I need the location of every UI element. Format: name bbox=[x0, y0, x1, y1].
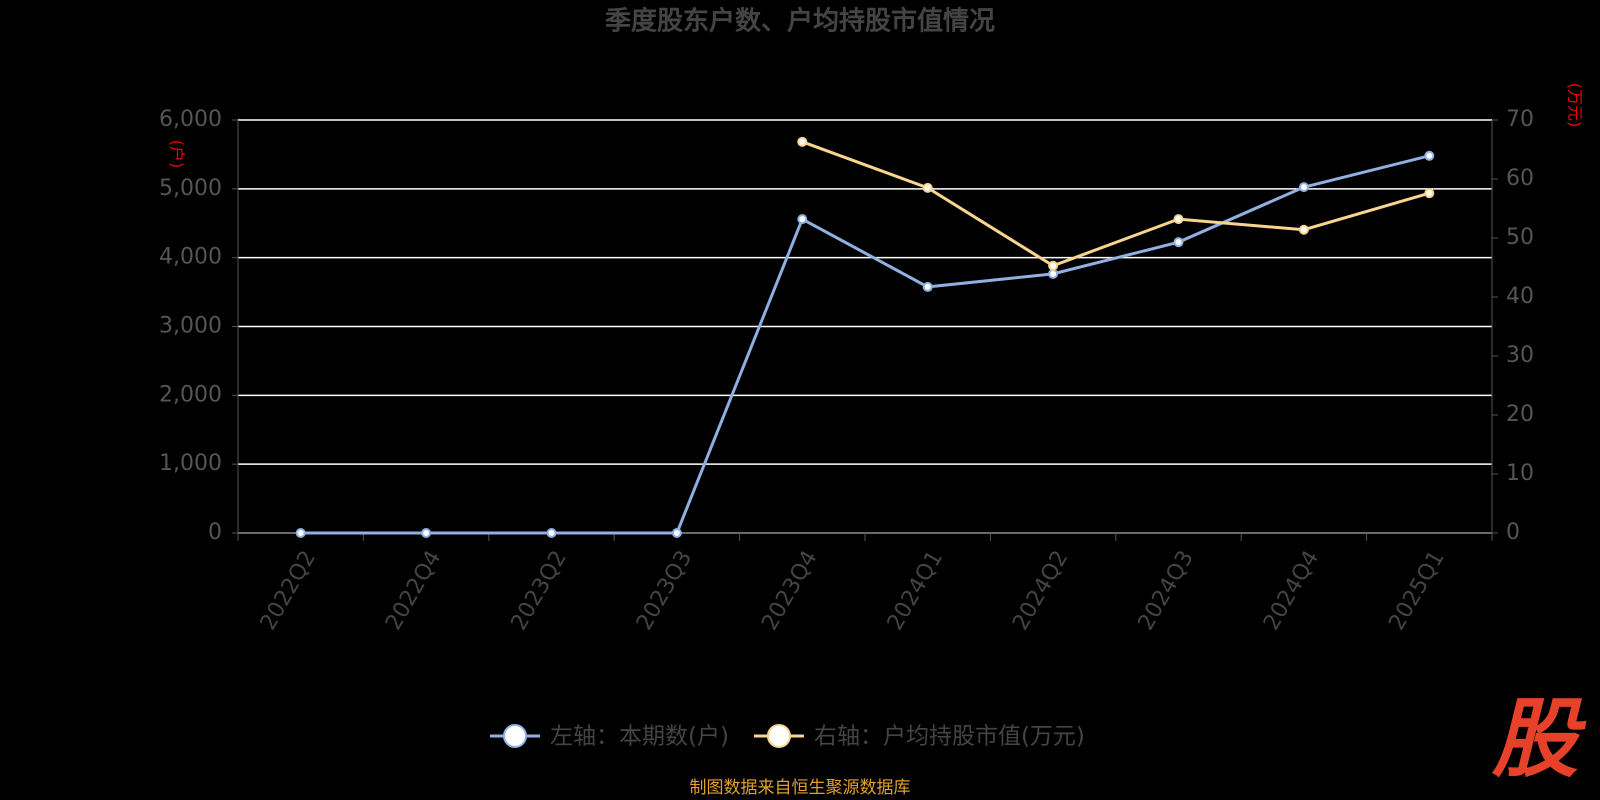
y2-tick-label: 20 bbox=[1506, 402, 1534, 427]
y2-tick-label: 50 bbox=[1506, 225, 1534, 250]
x-tick-label: 2022Q4 bbox=[381, 547, 446, 635]
data-point bbox=[671, 528, 682, 538]
x-tick-label: 2024Q2 bbox=[1008, 547, 1073, 635]
x-tick-label: 2024Q3 bbox=[1134, 547, 1199, 635]
y-tick-label: 5,000 bbox=[159, 176, 222, 201]
data-point bbox=[421, 528, 432, 538]
y-axis-label: (户) bbox=[168, 140, 187, 169]
data-point bbox=[1048, 260, 1059, 271]
data-point bbox=[922, 182, 933, 193]
x-tick-label: 2024Q1 bbox=[883, 547, 948, 635]
y-tick-label: 2,000 bbox=[159, 382, 222, 407]
y2-tick-label: 60 bbox=[1506, 166, 1534, 191]
x-tick-label: 2024Q4 bbox=[1259, 547, 1324, 635]
y2-tick-label: 70 bbox=[1506, 107, 1534, 132]
y2-tick-label: 40 bbox=[1506, 284, 1534, 309]
data-point bbox=[1173, 237, 1184, 248]
data-point bbox=[922, 281, 933, 292]
data-point bbox=[1424, 188, 1435, 199]
y-tick-label: 6,000 bbox=[159, 107, 222, 132]
legend-label: 左轴：本期数(户) bbox=[550, 724, 729, 750]
logo: 股 bbox=[1491, 689, 1587, 789]
x-tick-label: 2023Q3 bbox=[632, 547, 697, 635]
x-tick-label: 2023Q4 bbox=[757, 547, 822, 635]
data-point bbox=[546, 528, 557, 538]
data-point bbox=[1424, 150, 1435, 161]
x-tick-label: 2023Q2 bbox=[507, 547, 572, 635]
series-line bbox=[801, 140, 1430, 268]
y-tick-label: 3,000 bbox=[159, 314, 222, 339]
data-point bbox=[1173, 214, 1184, 225]
data-point bbox=[1298, 224, 1309, 235]
y2-tick-label: 10 bbox=[1506, 461, 1534, 486]
y2-tick-label: 30 bbox=[1506, 343, 1534, 368]
y-tick-label: 4,000 bbox=[159, 245, 222, 270]
y2-axis-label: (万元) bbox=[1566, 83, 1585, 128]
data-point bbox=[1048, 268, 1059, 279]
legend-marker bbox=[766, 724, 791, 748]
legend-marker bbox=[503, 724, 527, 748]
y-tick-label: 1,000 bbox=[159, 451, 222, 476]
x-tick-label: 2022Q2 bbox=[256, 547, 321, 635]
data-point bbox=[1298, 182, 1309, 193]
x-tick-label: 2025Q1 bbox=[1384, 547, 1449, 635]
y2-tick-label: 0 bbox=[1506, 520, 1520, 545]
series-line bbox=[300, 154, 1430, 535]
chart-title: 季度股东户数、户均持股市值情况 bbox=[605, 6, 995, 37]
legend-label: 右轴：户均持股市值(万元) bbox=[814, 724, 1085, 750]
data-point bbox=[797, 136, 808, 147]
data-point bbox=[797, 214, 808, 225]
y-tick-label: 0 bbox=[208, 520, 222, 545]
data-point bbox=[295, 528, 306, 538]
source-note: 制图数据来自恒生聚源数据库 bbox=[690, 778, 911, 798]
